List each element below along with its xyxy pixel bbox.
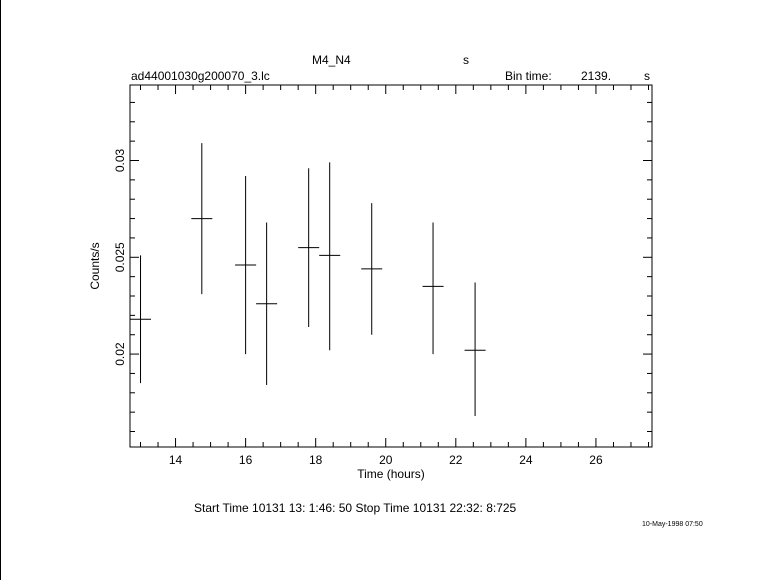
data-point [319, 162, 341, 351]
x-tick-label: 20 [379, 453, 393, 467]
x-tick-label: 18 [309, 453, 323, 467]
data-point [464, 282, 486, 417]
bin-time-unit: s [644, 69, 650, 83]
x-tick-label: 26 [589, 453, 603, 467]
window-left-edge [0, 0, 1, 580]
x-tick-label: 22 [449, 453, 463, 467]
y-tick-label: 0.02 [113, 342, 127, 366]
y-axis-label: Counts/s [88, 242, 102, 289]
x-tick-labels: 14 16 18 20 22 24 26 [169, 453, 603, 467]
x-tick-label: 24 [519, 453, 533, 467]
object-name: M4_N4 [312, 53, 351, 67]
plot-frame [129, 84, 653, 448]
axis-ticks [130, 85, 652, 447]
data-point [256, 222, 278, 386]
data-point [298, 168, 320, 327]
file-name: ad44001030g200070_3.lc [131, 69, 270, 83]
start-stop-time: Start Time 10131 13: 1:46: 50 Stop Time … [194, 501, 517, 515]
data-point [130, 255, 152, 384]
object-unit: s [463, 53, 469, 67]
y-tick-label: 0.025 [113, 242, 127, 272]
x-axis-label: Time (hours) [357, 467, 425, 481]
y-tick-label: 0.03 [113, 148, 127, 172]
data-point [235, 175, 257, 355]
data-point [361, 203, 383, 335]
data-point [422, 222, 444, 355]
data-point [191, 143, 213, 295]
x-tick-label: 16 [239, 453, 253, 467]
x-tick-label: 14 [169, 453, 183, 467]
date-stamp: 10-May-1998 07:50 [642, 521, 703, 528]
data-points [130, 143, 486, 417]
bin-time-value: 2139. [581, 69, 612, 83]
y-tick-labels: 0.02 0.025 0.03 [113, 148, 127, 365]
bin-time-label: Bin time: [505, 69, 552, 83]
